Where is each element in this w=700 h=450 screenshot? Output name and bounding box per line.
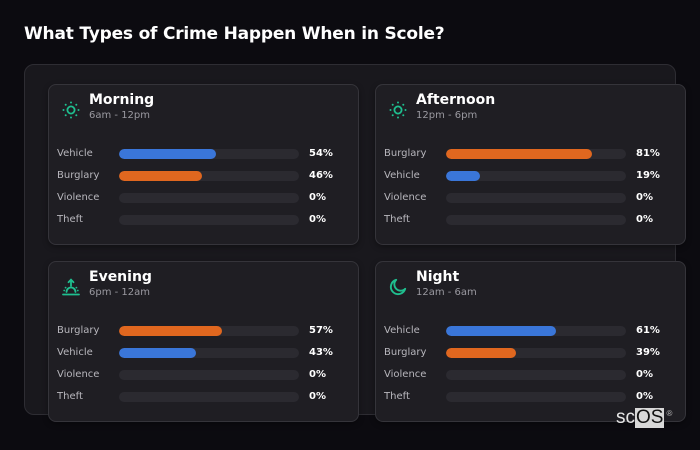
bar-fill: [119, 149, 217, 159]
bar-fill: [446, 348, 517, 358]
crime-label: Violence: [57, 192, 100, 203]
crime-row: Violence 0%: [376, 368, 685, 382]
bar-track: [119, 348, 299, 358]
crime-percentage: 43%: [309, 347, 333, 358]
crime-row: Vehicle 19%: [376, 169, 685, 183]
bar-track: [446, 348, 626, 358]
sun-icon: [61, 100, 81, 120]
registered-mark: ®: [666, 409, 673, 418]
bar-track: [119, 392, 299, 402]
crime-row: Violence 0%: [49, 191, 358, 205]
crime-row: Burglary 39%: [376, 346, 685, 360]
crime-label: Vehicle: [384, 170, 420, 181]
bar-fill: [446, 149, 592, 159]
bar-track: [446, 193, 626, 203]
crime-label: Burglary: [384, 148, 427, 159]
bar-track: [119, 171, 299, 181]
bar-track: [119, 215, 299, 225]
crime-row: Burglary 57%: [49, 324, 358, 338]
card-evening: Evening 6pm - 12am Burglary 57% Vehicle …: [48, 261, 359, 422]
crime-label: Theft: [57, 214, 83, 225]
crime-percentage: 0%: [636, 192, 653, 203]
crime-row: Burglary 81%: [376, 147, 685, 161]
crime-percentage: 0%: [309, 192, 326, 203]
moon-icon: [388, 277, 408, 297]
bar-track: [446, 326, 626, 336]
crime-label: Vehicle: [57, 148, 93, 159]
crime-row: Burglary 46%: [49, 169, 358, 183]
card-afternoon: Afternoon 12pm - 6pm Burglary 81% Vehicl…: [375, 84, 686, 245]
crime-percentage: 0%: [309, 214, 326, 225]
logo-highlight: OS: [635, 407, 665, 428]
crime-label: Theft: [384, 391, 410, 402]
crime-row: Theft 0%: [49, 390, 358, 404]
card-title: Afternoon: [416, 92, 496, 108]
crime-row: Theft 0%: [376, 213, 685, 227]
crime-label: Burglary: [384, 347, 427, 358]
crime-row: Theft 0%: [49, 213, 358, 227]
crime-label: Violence: [57, 369, 100, 380]
card-title: Night: [416, 269, 460, 285]
card-time-range: 6am - 12pm: [89, 110, 151, 121]
crime-label: Theft: [384, 214, 410, 225]
crime-label: Violence: [384, 192, 427, 203]
crime-percentage: 0%: [636, 391, 653, 402]
card-time-range: 12am - 6am: [416, 287, 477, 298]
card-time-range: 6pm - 12am: [89, 287, 151, 298]
crime-percentage: 57%: [309, 325, 333, 336]
crime-percentage: 0%: [636, 369, 653, 380]
crime-label: Violence: [384, 369, 427, 380]
card-time-range: 12pm - 6pm: [416, 110, 478, 121]
crime-row: Vehicle 54%: [49, 147, 358, 161]
crime-percentage: 54%: [309, 148, 333, 159]
crime-percentage: 61%: [636, 325, 660, 336]
page-title: What Types of Crime Happen When in Scole…: [24, 24, 445, 44]
crime-percentage: 0%: [309, 369, 326, 380]
crime-label: Burglary: [57, 325, 100, 336]
bar-track: [446, 392, 626, 402]
crime-percentage: 0%: [636, 214, 653, 225]
bar-fill: [446, 326, 556, 336]
crime-row: Vehicle 43%: [49, 346, 358, 360]
bar-track: [119, 326, 299, 336]
bar-fill: [119, 348, 197, 358]
crime-percentage: 46%: [309, 170, 333, 181]
bar-fill: [446, 171, 481, 181]
bar-track: [119, 370, 299, 380]
crime-percentage: 39%: [636, 347, 660, 358]
card-morning: Morning 6am - 12pm Vehicle 54% Burglary …: [48, 84, 359, 245]
crime-percentage: 0%: [309, 391, 326, 402]
bar-track: [119, 149, 299, 159]
crime-label: Vehicle: [57, 347, 93, 358]
bar-fill: [119, 326, 222, 336]
bar-track: [446, 370, 626, 380]
bar-track: [446, 215, 626, 225]
crime-row: Violence 0%: [49, 368, 358, 382]
bar-fill: [119, 171, 202, 181]
crime-percentage: 19%: [636, 170, 660, 181]
crime-label: Theft: [57, 391, 83, 402]
card-title: Morning: [89, 92, 155, 108]
crime-row: Vehicle 61%: [376, 324, 685, 338]
logo-prefix: sc: [616, 407, 635, 428]
crime-row: Theft 0%: [376, 390, 685, 404]
sunset-icon: [61, 277, 81, 297]
sun-icon: [388, 100, 408, 120]
bar-track: [446, 171, 626, 181]
bar-track: [119, 193, 299, 203]
crime-label: Vehicle: [384, 325, 420, 336]
crime-label: Burglary: [57, 170, 100, 181]
crime-percentage: 81%: [636, 148, 660, 159]
crime-row: Violence 0%: [376, 191, 685, 205]
scos-logo: scOS ®: [616, 407, 672, 428]
bar-track: [446, 149, 626, 159]
card-night: Night 12am - 6am Vehicle 61% Burglary 39…: [375, 261, 686, 422]
card-title: Evening: [89, 269, 152, 285]
